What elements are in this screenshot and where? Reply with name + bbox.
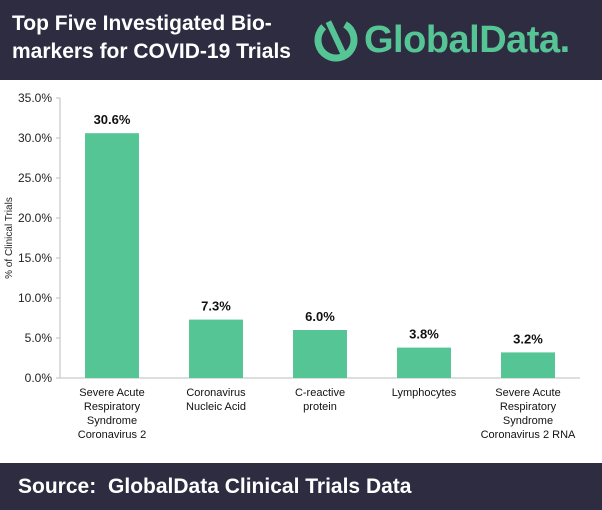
bar-chart: 0.0% 5.0% 10.0% 15.0% 20.0% 25.0% 30.0% 35.0% % … (4, 91, 580, 441)
y-tick-label: 10.0% (18, 291, 52, 305)
category-label-3: C-reactive protein (295, 387, 345, 413)
category-label-4: Lymphocytes (392, 387, 457, 399)
y-tick-label: 30.0% (18, 131, 52, 145)
category-label-line: Syndrome (503, 415, 553, 427)
category-label-line: Severe Acute (79, 387, 144, 399)
bar-5 (501, 352, 555, 378)
data-label-4: 3.8% (409, 327, 439, 342)
category-label-line: Coronavirus (186, 387, 246, 399)
category-label-line: Lymphocytes (392, 387, 457, 399)
category-label-line: protein (303, 401, 337, 413)
footer-banner: Source: GlobalData Clinical Trials Data (0, 463, 602, 510)
category-label-line: Coronavirus 2 RNA (481, 429, 576, 441)
y-tick-label: 15.0% (18, 251, 52, 265)
source-label: Source: (18, 475, 97, 498)
category-label-line: Respiratory (500, 401, 557, 413)
y-tick-label: 35.0% (18, 91, 52, 105)
chart-title: Top Five Investigated Bio-markers for CO… (12, 12, 291, 63)
bar-3 (293, 330, 347, 378)
source-line: Source: GlobalData Clinical Trials Data (18, 473, 417, 501)
y-axis-title: % of Clinical Trials (4, 197, 15, 279)
category-label-2: Coronavirus Nucleic Acid (186, 387, 246, 413)
category-label-line: Coronavirus 2 (78, 429, 146, 441)
data-label-5: 3.2% (513, 331, 543, 346)
category-label-line: Severe Acute (495, 387, 560, 399)
category-label-5: Severe Acute Respiratory Syndrome Coronavir… (481, 387, 576, 441)
data-label-3: 6.0% (305, 309, 335, 324)
source-text: GlobalData Clinical Trials Data (108, 475, 412, 498)
y-tick-label: 25.0% (18, 171, 52, 185)
y-tick-label: 5.0% (25, 331, 53, 345)
y-tick-label: 20.0% (18, 211, 52, 225)
globaldata-logo-icon (314, 18, 358, 62)
y-tick-label: 0.0% (25, 371, 53, 385)
category-label-line: Syndrome (87, 415, 137, 427)
bar-1 (85, 133, 139, 378)
header-banner: Top Five Investigated Bio-markers for CO… (0, 0, 602, 80)
category-label-line: Respiratory (84, 401, 141, 413)
category-label-1: Severe Acute Respiratory Syndrome Coronavir… (78, 387, 146, 441)
bar-4 (397, 347, 451, 378)
category-label-line: Nucleic Acid (186, 401, 246, 413)
bar-2 (189, 319, 243, 378)
globaldata-logo: GlobalData. (312, 12, 597, 68)
logo-text: GlobalData. (364, 19, 570, 61)
data-label-2: 7.3% (201, 299, 231, 314)
data-label-1: 30.6% (94, 112, 131, 127)
category-label-line: C-reactive (295, 387, 345, 399)
